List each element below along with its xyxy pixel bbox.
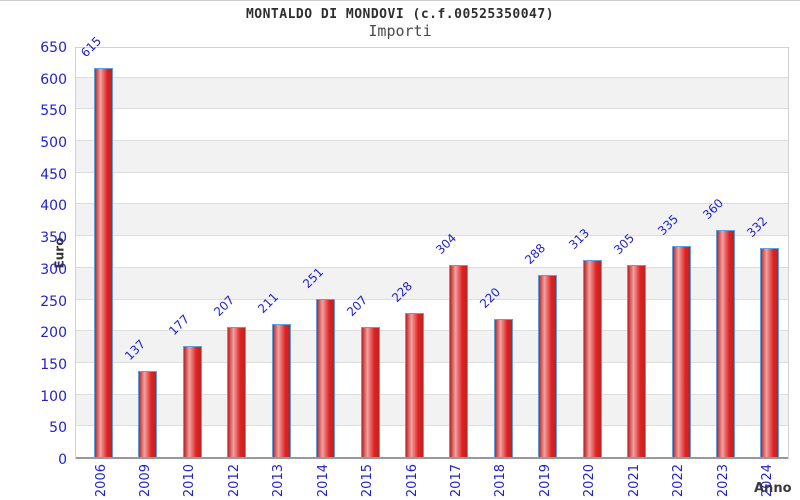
- bar-2019: [538, 275, 558, 458]
- chart-title: MONTALDO DI MONDOVI (c.f.00525350047): [245, 7, 555, 22]
- x-tick-label-2009: 2009: [137, 464, 153, 498]
- gridline: [76, 425, 788, 427]
- y-tick-label: 500: [40, 135, 67, 152]
- x-tick-label-2017: 2017: [448, 464, 464, 498]
- gridline: [76, 76, 788, 78]
- bar-2023: [716, 229, 736, 458]
- x-axis-labels: 2006 2009 2010 2012 2013 2014 2015 2016 2017 2018…: [75, 464, 789, 500]
- bar-2015: [360, 326, 380, 458]
- bar-plot: 615 137 177 207 211 251 207 228 304 220 288 313 305 3…: [75, 34, 789, 459]
- gridline: [76, 203, 788, 205]
- x-tick-label-2014: 2014: [315, 464, 331, 498]
- bar-2024: [760, 247, 780, 458]
- bar-2021: [627, 264, 647, 458]
- gridline: [76, 361, 788, 363]
- x-tick-label-2010: 2010: [182, 464, 198, 498]
- x-tick-label-2016: 2016: [404, 464, 420, 498]
- bar-2017: [449, 265, 469, 458]
- y-tick-label: 400: [40, 198, 67, 215]
- bar-2020: [582, 259, 602, 458]
- gridline: [76, 298, 788, 300]
- x-tick-label-2023: 2023: [715, 464, 731, 498]
- x-tick-label-2012: 2012: [226, 464, 242, 498]
- bar-2022: [671, 245, 691, 458]
- gridline: [76, 266, 788, 268]
- gridline: [76, 235, 788, 237]
- y-tick-label: 600: [40, 71, 67, 88]
- y-tick-label: 450: [40, 166, 67, 183]
- x-tick-label-2020: 2020: [582, 464, 598, 498]
- y-tick-label: 300: [40, 261, 67, 278]
- gridline: [76, 393, 788, 395]
- gridline: [76, 108, 788, 110]
- plot-band: [76, 204, 788, 237]
- x-tick-label-2018: 2018: [493, 464, 509, 498]
- y-axis-ticks: 0 50 100 150 200 250 300 350 400 450 500 550 600 650: [0, 40, 67, 468]
- gridline: [76, 171, 788, 173]
- y-tick-label: 250: [40, 293, 67, 310]
- bar-2009: [138, 371, 158, 458]
- gridline: [76, 140, 788, 142]
- y-tick-label: 650: [40, 40, 67, 56]
- bar-2014: [316, 298, 336, 458]
- bar-2018: [493, 318, 513, 458]
- x-tick-label-2019: 2019: [537, 464, 553, 498]
- y-tick-label: 550: [40, 103, 67, 120]
- y-tick-label: 150: [40, 356, 67, 373]
- plot-band: [76, 141, 788, 173]
- y-tick-label: 350: [40, 230, 67, 247]
- plot-band: [76, 77, 788, 110]
- y-tick-label: 200: [40, 325, 67, 342]
- plot-band: [76, 267, 788, 300]
- x-tick-label-2013: 2013: [271, 464, 287, 498]
- y-tick-label: 100: [40, 388, 67, 405]
- bar-2006: [94, 68, 113, 458]
- chart-subtitle: Importi: [368, 22, 432, 40]
- gridline: [76, 330, 788, 332]
- x-axis-title: Anno: [754, 481, 792, 496]
- bar-2016: [405, 313, 424, 458]
- x-tick-label-2021: 2021: [626, 464, 642, 498]
- bar-2012: [227, 326, 247, 458]
- bar-value-label: 288: [521, 241, 548, 268]
- x-tick-label-2015: 2015: [360, 464, 376, 498]
- bar-2013: [271, 324, 291, 458]
- y-tick-label: 0: [58, 452, 67, 468]
- x-tick-label-2022: 2022: [671, 464, 687, 498]
- x-tick-label-2006: 2006: [93, 464, 109, 498]
- bar-2010: [182, 345, 202, 458]
- y-tick-label: 50: [49, 420, 67, 437]
- x-axis-line: [76, 457, 788, 459]
